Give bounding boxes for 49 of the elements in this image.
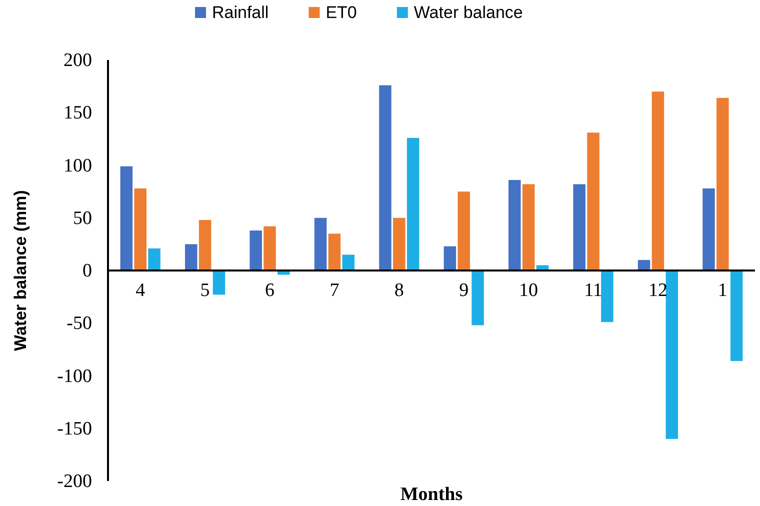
y-tick-label: -100 <box>57 366 92 387</box>
x-tick-label: 1 <box>718 280 728 301</box>
bar <box>148 248 160 270</box>
bar <box>264 226 276 270</box>
bar <box>184 244 198 270</box>
bar <box>716 98 729 270</box>
bar <box>472 270 484 326</box>
y-tick-label: -200 <box>57 471 92 492</box>
bar <box>212 270 226 295</box>
y-tick-label: -150 <box>57 418 92 440</box>
bar <box>250 230 262 270</box>
bar <box>198 220 212 270</box>
bar <box>601 270 614 322</box>
legend-label: Rainfall <box>212 3 269 22</box>
x-tick-label: 5 <box>200 280 210 301</box>
bar <box>730 270 743 362</box>
bar <box>120 166 133 270</box>
legend-label: ET0 <box>326 3 357 22</box>
bar <box>314 218 327 270</box>
bar <box>587 132 600 270</box>
bar <box>379 85 392 270</box>
y-tick-label: 50 <box>73 208 92 229</box>
y-tick-label: 0 <box>82 260 92 282</box>
y-tick-label: 100 <box>64 155 92 176</box>
x-tick-label: 8 <box>394 280 404 301</box>
bar <box>444 246 456 270</box>
bar <box>342 254 355 270</box>
bar <box>508 180 521 270</box>
bar <box>522 184 535 270</box>
y-tick-label: 200 <box>64 50 92 72</box>
bar <box>406 138 420 270</box>
bar <box>393 218 406 270</box>
bar <box>652 92 664 270</box>
bar <box>328 234 341 270</box>
x-tick-label: 7 <box>330 280 340 301</box>
x-axis-title: Months <box>400 484 463 505</box>
x-tick-label: 10 <box>519 280 538 301</box>
bar <box>573 184 586 270</box>
y-tick-label: -50 <box>66 313 92 334</box>
bar <box>666 270 678 439</box>
x-tick-label: 6 <box>265 280 274 301</box>
y-axis-title: Water balance (mm) <box>11 190 30 351</box>
bar <box>702 188 715 270</box>
x-tick-label: 4 <box>136 280 146 301</box>
x-tick-label: 9 <box>459 280 469 301</box>
y-tick-label: 150 <box>64 102 92 124</box>
legend-label: Water balance <box>414 3 523 22</box>
bar <box>134 188 146 270</box>
bar <box>458 192 470 270</box>
